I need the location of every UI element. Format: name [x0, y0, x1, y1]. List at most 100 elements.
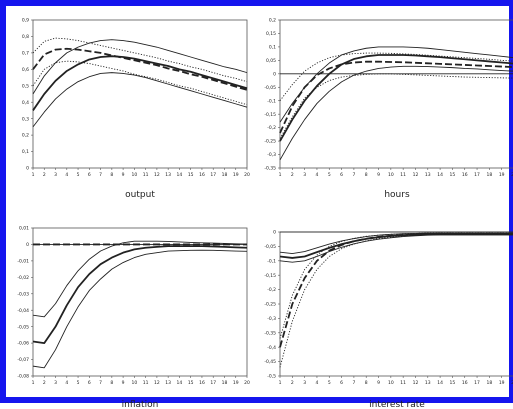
- x-tick-label: 17: [210, 172, 216, 178]
- x-tick-label: 10: [388, 172, 394, 178]
- y-tick-label: 0,1: [269, 45, 276, 51]
- x-tick-label: 15: [188, 380, 194, 386]
- x-tick-label: 7: [99, 380, 102, 386]
- x-tick-label: 19: [499, 172, 505, 178]
- series-line-dotted: [279, 73, 513, 139]
- series-line-solid-thick: [32, 245, 248, 345]
- x-tick-label: 9: [122, 172, 125, 178]
- x-tick-label: 19: [233, 380, 239, 386]
- x-tick-label: 3: [303, 172, 306, 178]
- y-tick-label: 0,01: [19, 226, 29, 232]
- x-tick-label: 10: [132, 380, 138, 386]
- y-tick-label: -0,35: [264, 166, 276, 172]
- y-tick-label: 0,3: [22, 116, 29, 122]
- x-tick-label: 16: [199, 380, 205, 386]
- y-tick-label: 0,9: [22, 18, 29, 24]
- x-axis-label: interest rate: [369, 400, 425, 409]
- plot-frame: [279, 19, 513, 169]
- series-line-solid: [279, 65, 513, 161]
- y-tick-label: 0,15: [266, 31, 276, 37]
- x-tick-label: 12: [154, 380, 160, 386]
- x-tick-label: 1: [32, 380, 35, 386]
- x-tick-label: 5: [77, 172, 80, 178]
- x-tick-label: 17: [210, 380, 216, 386]
- x-tick-label: 13: [425, 172, 431, 178]
- y-tick-label: 0,05: [266, 58, 276, 64]
- x-tick-label: 19: [499, 380, 505, 386]
- panel-3: -0,08 -0,07 -0,06 -0,05 -0,04 -0,03 -0,02 -0,01…: [17, 226, 250, 409]
- plot-frame: [32, 227, 248, 377]
- y-tick-label: -0,4: [267, 345, 276, 351]
- y-tick-label: -0,07: [17, 357, 29, 363]
- x-tick-label: 8: [365, 380, 368, 386]
- x-tick-label: 19: [233, 172, 239, 178]
- y-tick-label: 0,7: [22, 50, 29, 56]
- series-line-solid-thick: [279, 54, 513, 142]
- series-line-solid: [279, 46, 513, 123]
- series-line-solid: [32, 240, 248, 318]
- x-tick-label: 7: [352, 380, 355, 386]
- y-tick-label: -0,35: [264, 330, 276, 336]
- x-tick-label: 18: [222, 172, 228, 178]
- x-tick-label: 17: [474, 172, 480, 178]
- y-tick-label: -0,15: [264, 273, 276, 279]
- y-tick-label: 0: [26, 242, 29, 248]
- series-line-dashed: [32, 47, 248, 91]
- x-tick-label: 12: [413, 380, 419, 386]
- series-line-dotted: [279, 233, 513, 368]
- y-tick-label: -0,02: [17, 275, 29, 281]
- x-tick-label: 15: [450, 172, 456, 178]
- series-line-dashed: [279, 60, 513, 134]
- x-tick-label: 6: [88, 172, 91, 178]
- y-tick-label: 0: [273, 230, 276, 236]
- y-tick-label: 0,2: [269, 18, 276, 24]
- x-tick-label: 9: [377, 172, 380, 178]
- y-tick-label: -0,1: [267, 258, 276, 264]
- y-tick-label: -0,03: [17, 291, 29, 297]
- x-tick-label: 16: [199, 172, 205, 178]
- x-tick-label: 14: [177, 380, 183, 386]
- series-line-solid: [32, 249, 248, 369]
- y-tick-label: -0,45: [264, 359, 276, 365]
- x-tick-label: 20: [244, 380, 250, 386]
- y-tick-label: -0,2: [267, 287, 276, 293]
- x-tick-label: 14: [437, 380, 443, 386]
- irf-chart-grid: 00,10,20,30,40,50,60,70,80,91 2 3 4 5 6 7 8 9 10 1…: [17, 18, 513, 409]
- y-tick-label: -0,3: [267, 152, 276, 158]
- y-tick-label: -0,05: [264, 244, 276, 250]
- x-tick-label: 20: [244, 172, 250, 178]
- x-axis-label: hours: [384, 190, 410, 200]
- x-tick-label: 11: [143, 172, 149, 178]
- series-line-solid: [32, 72, 248, 128]
- series-line-dashed: [279, 232, 513, 348]
- series-line-solid: [279, 234, 513, 263]
- x-tick-label: 4: [316, 380, 319, 386]
- x-tick-label: 18: [487, 380, 493, 386]
- x-axis-label: output: [125, 190, 155, 200]
- y-tick-label: 0: [26, 166, 29, 172]
- series-line-solid-thick: [32, 55, 248, 111]
- series-line-dotted: [279, 232, 513, 339]
- y-tick-label: 0,2: [22, 133, 29, 139]
- x-tick-label: 12: [154, 172, 160, 178]
- x-tick-label: 9: [377, 380, 380, 386]
- y-tick-label: 0,4: [22, 100, 29, 106]
- series-line-solid-thick: [279, 233, 513, 259]
- x-axis-label: inflation: [122, 400, 159, 409]
- y-tick-label: 0,6: [22, 67, 29, 73]
- y-tick-label: -0,05: [17, 324, 29, 330]
- x-tick-label: 18: [222, 380, 228, 386]
- x-tick-label: 13: [425, 380, 431, 386]
- x-tick-label: 1: [32, 172, 35, 178]
- y-tick-label: -0,3: [267, 316, 276, 322]
- x-tick-label: 18: [487, 172, 493, 178]
- x-tick-label: 7: [99, 172, 102, 178]
- x-tick-label: 16: [462, 172, 468, 178]
- x-tick-label: 11: [400, 380, 406, 386]
- x-tick-label: 9: [122, 380, 125, 386]
- y-tick-label: -0,05: [264, 85, 276, 91]
- x-tick-label: 6: [340, 380, 343, 386]
- x-tick-label: 10: [132, 172, 138, 178]
- x-tick-label: 2: [43, 380, 46, 386]
